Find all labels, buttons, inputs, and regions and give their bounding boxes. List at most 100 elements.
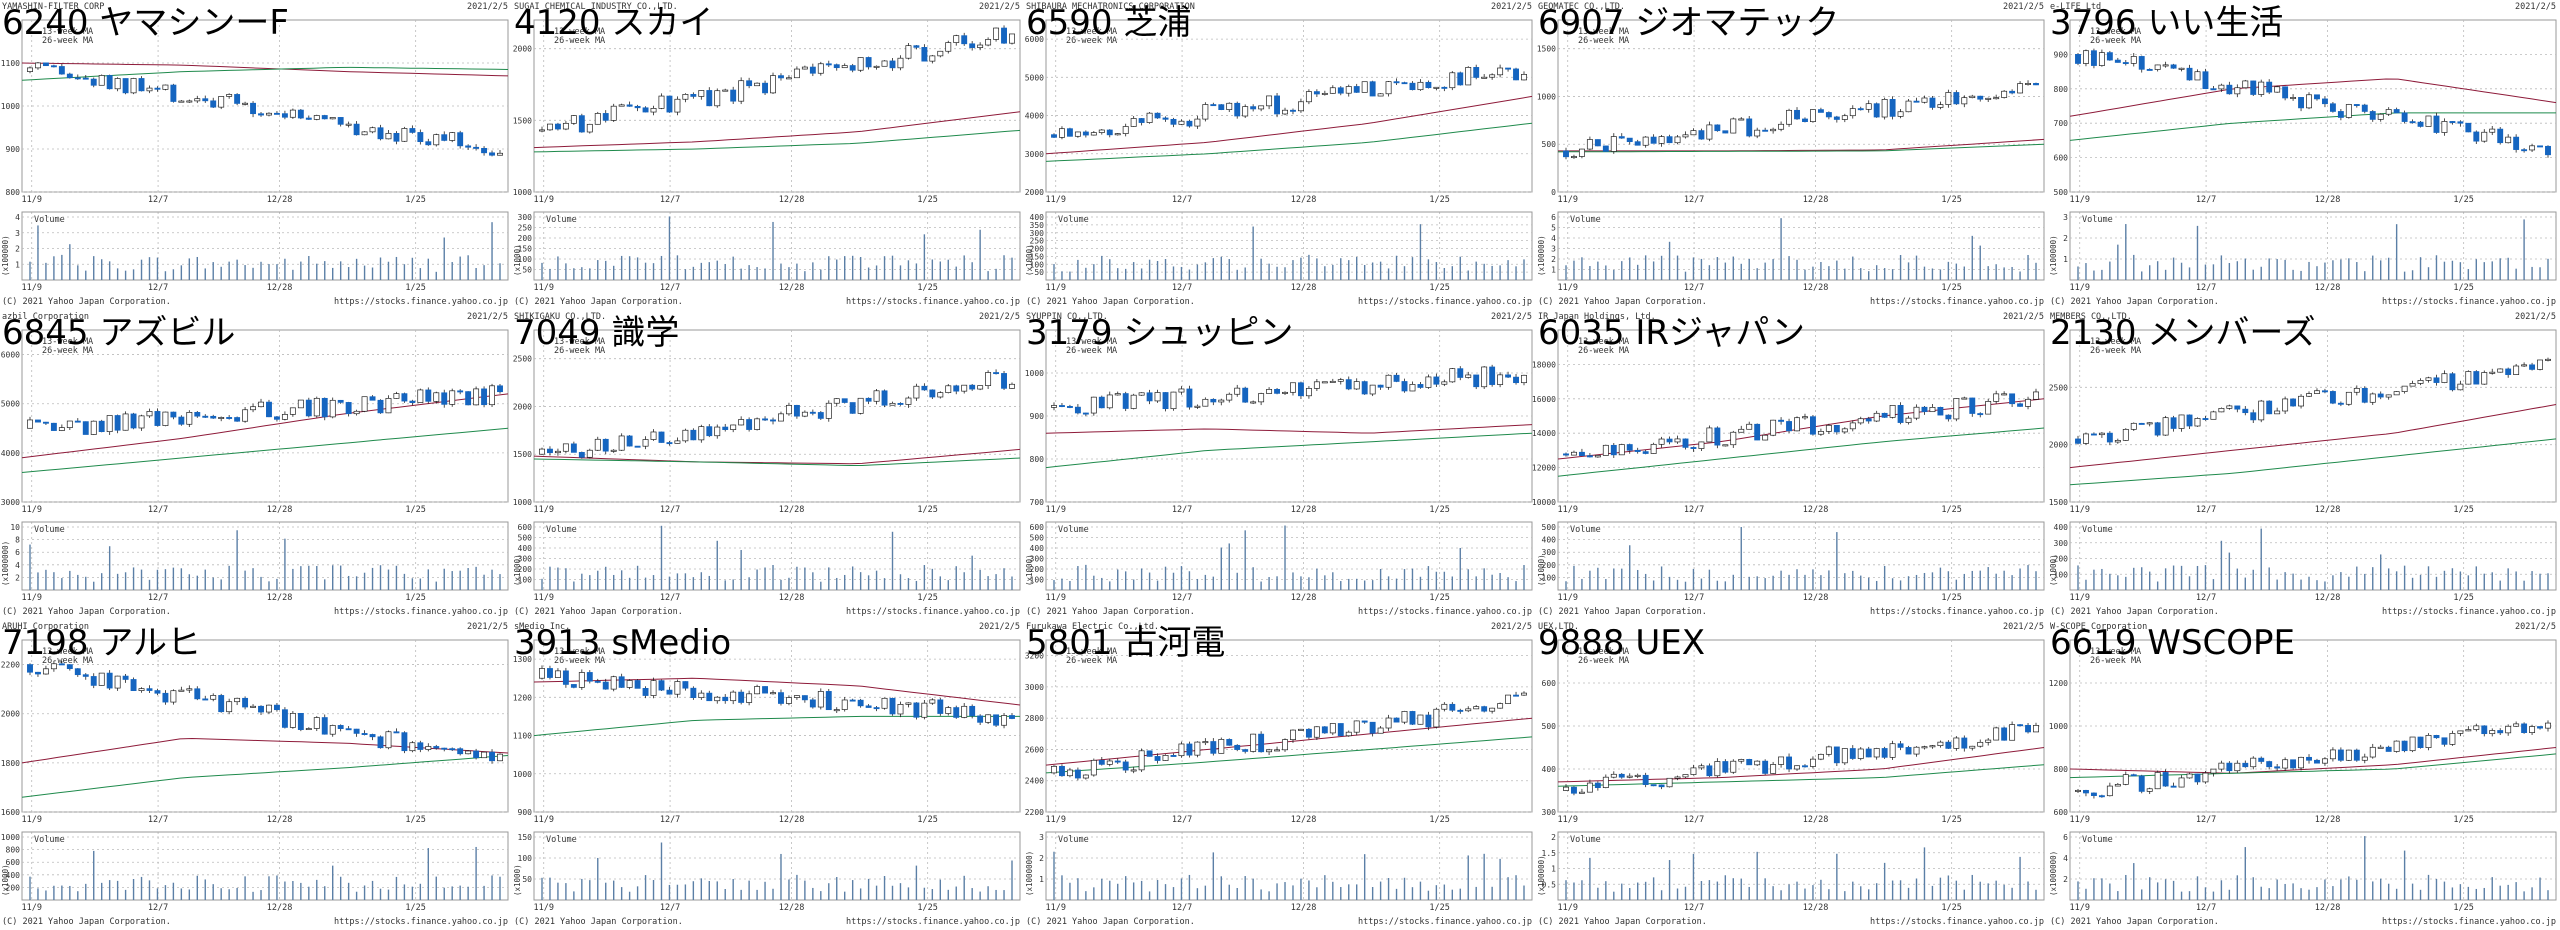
date-tick-label: 11/9 <box>2069 903 2089 913</box>
candle-body <box>905 397 912 405</box>
chart-date: 2021/2/5 <box>2003 312 2044 322</box>
candle-body <box>1417 81 1424 91</box>
candle-body <box>218 96 225 108</box>
candle-body <box>2353 104 2360 106</box>
candle-body <box>441 747 448 750</box>
candle-body <box>1449 72 1456 89</box>
candle-body <box>226 701 233 713</box>
date-tick-label: 1/25 <box>1429 195 1449 205</box>
candle-body <box>1730 431 1737 446</box>
date-tick-label: 12/28 <box>779 903 805 913</box>
volume-unit-label: (x1000000) <box>2049 851 2058 896</box>
candle-body <box>2473 371 2480 385</box>
candle-body <box>1849 108 1856 117</box>
ma26-line <box>1557 143 2045 153</box>
candle-body <box>2258 757 2265 762</box>
candle-body <box>1090 396 1097 414</box>
volume-plot-frame <box>21 831 509 901</box>
candle-body <box>2489 730 2496 735</box>
candle-body <box>178 416 185 425</box>
date-tick-label: 11/9 <box>2069 815 2089 825</box>
candle-body <box>2282 398 2289 412</box>
candle-body <box>913 385 920 399</box>
candle-body <box>2417 736 2424 748</box>
candle-body <box>258 401 264 408</box>
candle-body <box>2433 735 2440 739</box>
volume-tick-label: 600 <box>6 858 21 867</box>
price-tick-label: 6000 <box>1025 35 1044 44</box>
candle-body <box>1313 381 1320 389</box>
candle-body <box>1441 381 1448 385</box>
candle-body <box>1194 741 1201 756</box>
candle-body <box>2369 746 2376 758</box>
candle-body <box>2314 94 2320 100</box>
ma26-line <box>533 715 1020 737</box>
candle-body <box>2545 358 2551 361</box>
volume-tick-label: 1 <box>1551 865 1556 874</box>
company-name: SUGAI CHEMICAL INDUSTRY CO.,LTD. <box>514 2 678 12</box>
candle-body <box>1849 748 1856 759</box>
candle-body <box>1961 397 1968 400</box>
candle-body <box>1571 786 1577 794</box>
volume-tick-label: 10 <box>10 523 20 532</box>
candle-body <box>2194 773 2201 783</box>
candle-body <box>1194 405 1201 408</box>
candle-body <box>539 129 545 132</box>
ma13-line <box>2069 78 2557 117</box>
candle-body <box>2090 433 2097 436</box>
candle-body <box>1778 419 1785 422</box>
date-tick-label: 12/7 <box>148 283 168 293</box>
candle-body <box>497 152 503 156</box>
candle-body <box>377 736 384 749</box>
candle-body <box>594 438 601 451</box>
candle-body <box>74 420 81 423</box>
candle-body <box>682 94 689 100</box>
candle-body <box>610 676 617 690</box>
candle-body <box>849 699 856 702</box>
candle-body <box>337 117 344 125</box>
date-tick-label: 11/9 <box>1045 505 1065 515</box>
candle-body <box>682 681 689 689</box>
candle-body <box>1218 399 1225 403</box>
ma26-line <box>2069 112 2556 141</box>
candle-body <box>1897 743 1904 748</box>
date-tick-label: 1/25 <box>1429 815 1449 825</box>
candle-body <box>2298 97 2305 109</box>
candle-body <box>2075 789 2081 792</box>
candle-body <box>2306 756 2312 761</box>
candle-body <box>27 419 33 429</box>
stock-chart-panel: ARUHI Corporation 2021/2/5 13-week MA26-we… <box>1 622 509 927</box>
ma26-legend: 26-week MA <box>554 656 605 666</box>
candle-body <box>2505 725 2512 734</box>
candle-body <box>2186 414 2193 427</box>
stock-chart-panel: SHIKIGAKU CO.,LTD. 2021/2/5 13-week MA26-w… <box>513 312 1021 617</box>
stock-title: 6845 アズビル <box>2 313 235 353</box>
source-url-text: https://stocks.finance.yahoo.co.jp <box>2382 297 2556 307</box>
candle-body <box>762 686 769 694</box>
candle-body <box>730 424 737 430</box>
price-tick-label: 12000 <box>1532 464 1556 473</box>
candle-body <box>481 388 488 406</box>
date-tick-label: 1/25 <box>405 283 425 293</box>
price-tick-label: 5000 <box>1 400 20 409</box>
candle-body <box>1969 397 1976 414</box>
candle-body <box>2017 403 2024 407</box>
ma26-legend: 26-week MA <box>42 656 93 666</box>
candle-body <box>1274 388 1281 394</box>
candle-body <box>2178 67 2185 70</box>
candle-body <box>2521 364 2528 367</box>
copyright-text: (C) 2021 Yahoo Japan Corporation. <box>1538 917 1707 927</box>
candle-body <box>242 409 249 422</box>
candle-body <box>449 748 456 751</box>
candle-body <box>857 699 864 707</box>
candle-body <box>993 372 1000 375</box>
chart-date: 2021/2/5 <box>2515 622 2556 632</box>
candle-body <box>2162 417 2169 436</box>
date-tick-label: 12/7 <box>148 815 168 825</box>
candle-body <box>473 146 480 149</box>
ma13-line <box>2069 747 2557 774</box>
candle-body <box>1194 118 1201 127</box>
candle-body <box>1001 373 1007 389</box>
candle-body <box>1186 743 1193 756</box>
